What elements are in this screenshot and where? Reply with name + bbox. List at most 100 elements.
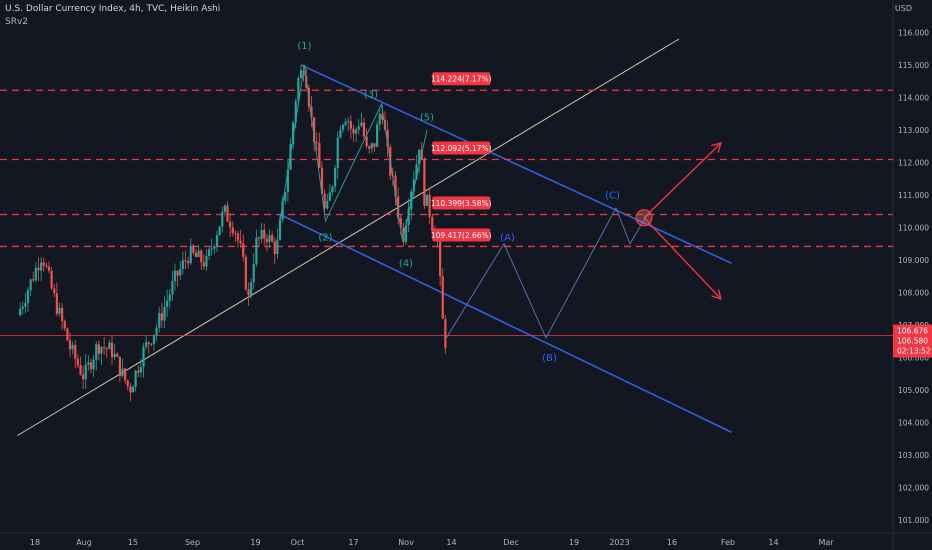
impulse-wave-path [279, 64, 428, 241]
candle-down [247, 289, 250, 295]
candle-down [365, 136, 368, 147]
candle-down [263, 229, 266, 239]
candle-up [71, 345, 74, 350]
candle-down [45, 265, 48, 267]
candle-down [202, 262, 205, 267]
candle-up [355, 129, 358, 134]
indicator-label[interactable]: SRv2 [5, 17, 29, 27]
symbol-title[interactable]: U.S. Dollar Currency Index, 4h, TVC, Hei… [5, 4, 221, 14]
price-tick-label: 103.000 [898, 451, 929, 460]
candle-down [116, 353, 119, 357]
candle-up [134, 370, 137, 387]
candle-up [334, 167, 337, 187]
time-tick-label: 16 [667, 538, 677, 547]
candle-up [197, 250, 200, 257]
channel-lower-line [279, 213, 732, 433]
candle-up [100, 347, 103, 354]
candle-down [37, 267, 40, 271]
candle-down [431, 216, 434, 232]
time-tick-label: 18 [30, 538, 40, 547]
candle-up [145, 342, 148, 347]
candle-up [155, 327, 158, 336]
candle-up [218, 226, 221, 236]
level-tag-label: 114.224(7.17%) [431, 75, 492, 84]
candle-down [305, 75, 308, 88]
candle-up [215, 235, 219, 247]
candle-down [236, 233, 240, 241]
price-tick-label: 112.000 [898, 159, 929, 168]
candle-down [200, 250, 203, 263]
time-tick-label: Mar [818, 538, 834, 547]
time-axis[interactable]: 18 Aug 15 Sep 19 Oct 17 Nov 14 Dec 19 2023 16 Feb 14 Ma… [0, 532, 932, 547]
candle-down [55, 293, 58, 314]
wave-label: (5) [420, 112, 434, 123]
candle-down [129, 386, 132, 393]
candle-down [381, 113, 384, 120]
level-tag-box [432, 196, 491, 210]
candle-down [397, 196, 400, 218]
candle-down [399, 217, 402, 228]
candle-down [53, 288, 56, 294]
candle-up [24, 302, 27, 307]
price-tick-label: 116.000 [898, 29, 929, 38]
candle-up [205, 255, 208, 267]
ascending-trend-line [17, 38, 680, 436]
candle-up [131, 386, 135, 393]
level-tag: 110.399(3.58%) [431, 196, 492, 210]
candle-up [92, 359, 95, 370]
candle-up [210, 248, 213, 250]
level-tag-label: 110.399(3.58%) [431, 199, 492, 208]
time-tick-label: 14 [446, 538, 456, 547]
candle-up [286, 169, 289, 193]
candle-up [168, 294, 171, 301]
candle-up [87, 362, 90, 365]
candle-down [423, 159, 426, 206]
candle-down [76, 358, 79, 366]
candle-up [21, 306, 24, 309]
time-tick-label: Nov [398, 538, 414, 547]
candle-down [118, 356, 121, 377]
candle-up [260, 229, 263, 239]
candle-down [439, 239, 442, 277]
current-price-tag-text: 02:13:52 [897, 347, 931, 356]
candle-up [268, 235, 271, 243]
candle-up [84, 364, 87, 380]
price-axis[interactable]: 101.000 102.000 103.000 104.000 105.000 106.0… [892, 0, 929, 550]
level-tag-label: 109.417(2.66%) [431, 231, 492, 240]
candle-up [328, 192, 331, 201]
candle-down [32, 279, 35, 281]
candle-up [179, 268, 182, 276]
price-tick-label: 102.000 [898, 484, 929, 493]
candle-up [425, 194, 429, 206]
candle-up [221, 211, 224, 227]
time-tick-label: 19 [250, 538, 260, 547]
wave-label: (C) [605, 190, 620, 201]
candle-down [68, 340, 72, 350]
candle-down [194, 252, 198, 257]
candle-down [386, 129, 389, 147]
level-tag: 109.417(2.66%) [431, 228, 492, 242]
current-price-tag-text: 106.676 [897, 327, 928, 336]
candle-up [299, 70, 303, 78]
candle-down [74, 345, 77, 359]
candle-up [336, 137, 339, 168]
candle-down [137, 370, 140, 373]
currency-label[interactable]: USD [894, 4, 912, 13]
channel-upper-line [300, 64, 732, 264]
wave-label: (B) [542, 353, 557, 364]
time-tick-label: Dec [503, 538, 518, 547]
candle-up [40, 262, 43, 271]
price-tick-label: 105.000 [898, 386, 929, 395]
time-tick-label: Sep [185, 538, 200, 547]
candle-up [171, 281, 174, 295]
candle-down [105, 348, 108, 350]
time-tick-label: 17 [348, 538, 358, 547]
price-tick-label: 101.000 [898, 516, 929, 525]
candle-up [357, 126, 360, 130]
candle-down [187, 261, 190, 264]
candle-up [292, 122, 295, 145]
price-tick-label: 108.000 [898, 289, 929, 298]
candle-up [189, 245, 192, 264]
candle-down [103, 347, 106, 349]
